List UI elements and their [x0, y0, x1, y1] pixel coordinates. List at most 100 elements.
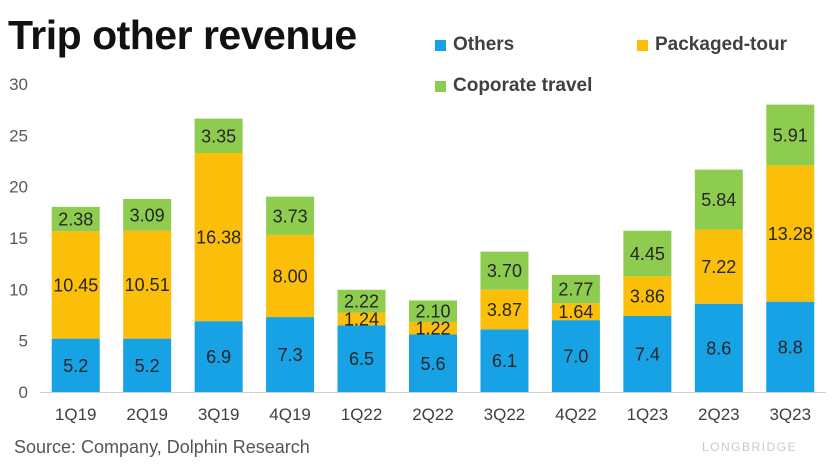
bar-segment-others	[766, 301, 815, 392]
data-label: 4.45	[630, 244, 665, 264]
bar-layer	[51, 104, 815, 392]
bar-segment-coporate-travel	[266, 196, 315, 235]
bar-segment-others	[623, 316, 672, 392]
data-label: 8.8	[778, 337, 803, 357]
bar-segment-others	[51, 338, 100, 392]
data-label: 5.2	[135, 356, 160, 376]
x-tick-label: 2Q19	[126, 405, 168, 424]
legend-item-coporate-travel: Coporate travel	[435, 75, 592, 97]
data-label: 8.6	[706, 338, 731, 358]
x-tick-label: 1Q19	[55, 405, 97, 424]
data-label: 7.4	[635, 345, 660, 365]
bar-segment-others	[266, 317, 315, 392]
data-label: 5.6	[420, 354, 445, 374]
data-label: 1.64	[558, 302, 593, 322]
legend-label-coporate-travel: Coporate travel	[453, 75, 593, 96]
axis-layer: 0 5 10 15 20 25 30 1Q19 2Q19 3Q19 4Q19 1Q22 2Q22 3Q22…	[9, 75, 826, 424]
bar-segment-packaged-tour	[51, 231, 100, 339]
data-label: 5.84	[701, 190, 736, 210]
data-label: 3.35	[201, 126, 236, 146]
data-label: 3.09	[130, 205, 165, 225]
bar-segment-coporate-travel	[194, 118, 243, 153]
x-tick-label: 4Q22	[555, 405, 597, 424]
bar-segment-packaged-tour	[694, 229, 743, 304]
data-label: 1.24	[344, 309, 379, 329]
x-tick-label: 2Q22	[412, 405, 454, 424]
bar-segment-packaged-tour	[123, 230, 172, 339]
bar-segment-others	[194, 321, 243, 392]
bar-segment-packaged-tour	[480, 289, 529, 330]
bar-segment-coporate-travel	[51, 206, 100, 232]
y-tick-label: 15	[9, 229, 28, 248]
data-label: 2.22	[344, 292, 379, 312]
legend-label-packaged-tour: Packaged-tour	[655, 34, 787, 55]
data-label: 3.86	[630, 287, 665, 307]
y-tick-label: 0	[19, 383, 28, 402]
source-note: Source: Company, Dolphin Research	[14, 437, 310, 457]
data-label: 6.9	[206, 347, 231, 367]
bar-segment-others	[694, 303, 743, 392]
data-label: 10.45	[53, 275, 98, 295]
data-label: 5.2	[63, 356, 88, 376]
bar-segment-others	[337, 325, 386, 392]
data-label: 13.28	[768, 224, 813, 244]
legend-swatch-others	[435, 39, 446, 51]
bar-segment-packaged-tour	[409, 321, 457, 335]
bar-segment-packaged-tour	[623, 276, 672, 317]
bar-segment-others	[480, 329, 529, 392]
bar-segment-packaged-tour	[266, 234, 315, 318]
watermark-logo: LONGBRIDGE	[702, 440, 798, 454]
bar-segment-coporate-travel	[409, 300, 457, 322]
data-label: 2.10	[415, 302, 450, 322]
bar-segment-coporate-travel	[123, 198, 172, 231]
bar-segment-coporate-travel	[551, 274, 600, 304]
x-tick-label: 4Q19	[269, 405, 311, 424]
data-label: 6.1	[492, 351, 517, 371]
y-tick-label: 30	[9, 75, 28, 94]
bar-segment-coporate-travel	[766, 104, 815, 166]
data-label: 10.51	[125, 275, 170, 295]
bar-segment-packaged-tour	[766, 165, 815, 302]
y-tick-label: 25	[9, 126, 28, 145]
data-label: 2.77	[558, 280, 593, 300]
data-label: 1.22	[415, 319, 450, 339]
y-tick-label: 5	[19, 332, 28, 351]
bar-segment-packaged-tour	[337, 312, 386, 326]
bar-segment-others	[551, 320, 600, 392]
label-layer: 5.2 10.45 2.38 5.2 10.51 3.09 6.9 16.38 3.35 7.3 8…	[53, 125, 813, 375]
data-label: 3.73	[273, 206, 308, 226]
x-tick-label: 2Q23	[698, 405, 740, 424]
data-label: 3.87	[487, 300, 522, 320]
legend-swatch-coporate-travel	[435, 80, 446, 92]
data-label: 7.3	[278, 345, 303, 365]
bar-segment-coporate-travel	[480, 251, 529, 290]
x-tick-label: 1Q23	[627, 405, 669, 424]
data-label: 6.5	[349, 349, 374, 369]
data-label: 7.22	[701, 257, 736, 277]
data-label: 7.0	[563, 347, 588, 367]
x-tick-label: 3Q22	[484, 405, 526, 424]
x-tick-label: 3Q19	[198, 405, 240, 424]
data-label: 2.38	[58, 210, 93, 230]
bar-segment-packaged-tour	[551, 303, 600, 321]
y-tick-label: 10	[9, 280, 28, 299]
bar-segment-others	[123, 338, 172, 392]
y-tick-label: 20	[9, 178, 28, 197]
data-label: 3.70	[487, 261, 522, 281]
bar-segment-coporate-travel	[623, 230, 672, 277]
x-tick-label: 1Q22	[341, 405, 383, 424]
bar-segment-others	[409, 334, 457, 392]
legend-item-others: Others	[435, 34, 514, 56]
bar-segment-coporate-travel	[694, 169, 743, 230]
chart-title: Trip other revenue	[8, 12, 357, 58]
x-tick-label: 3Q23	[769, 405, 811, 424]
legend-label-others: Others	[453, 34, 515, 55]
legend-item-packaged-tour: Packaged-tour	[637, 34, 787, 56]
legend-swatch-packaged-tour	[637, 39, 648, 51]
bar-segment-coporate-travel	[337, 289, 386, 313]
data-label: 5.91	[773, 125, 808, 145]
data-label: 16.38	[196, 228, 241, 248]
bar-segment-packaged-tour	[194, 152, 243, 322]
data-label: 8.00	[273, 266, 308, 286]
